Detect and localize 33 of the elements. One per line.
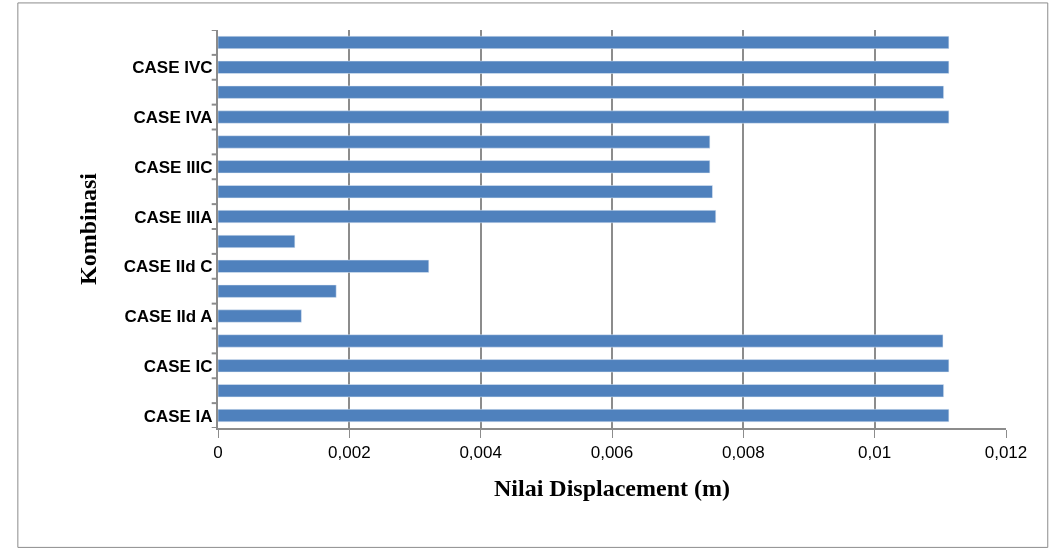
y-tick-label: CASE IVA xyxy=(133,108,213,128)
y-tick-label: CASE IId C xyxy=(123,257,213,277)
bar xyxy=(218,60,950,74)
x-tick-label: 0,008 xyxy=(722,443,765,463)
bar xyxy=(218,409,950,423)
bar xyxy=(218,384,944,398)
bar xyxy=(218,259,430,273)
x-tick-label: 0,012 xyxy=(984,443,1028,463)
y-tick-label: CASE IId A xyxy=(124,307,213,327)
x-tick-label: 0,01 xyxy=(858,443,892,463)
x-tick-label: 0,006 xyxy=(590,443,634,463)
y-tick-label: CASE IVC xyxy=(132,58,213,78)
bar xyxy=(218,135,711,149)
y-tick-label: CASE IA xyxy=(143,406,213,426)
bar xyxy=(218,110,950,124)
bar xyxy=(218,334,944,348)
bar xyxy=(218,185,713,199)
bar xyxy=(218,85,944,99)
bar xyxy=(218,234,296,248)
bar xyxy=(218,35,950,49)
bar xyxy=(218,309,302,323)
bar xyxy=(218,284,337,298)
y-tick-label: CASE IIIC xyxy=(134,157,213,177)
bar xyxy=(218,210,716,224)
bar xyxy=(218,359,950,373)
y-axis-title: Kombinasi xyxy=(75,172,102,286)
y-tick-label: CASE IIIA xyxy=(134,207,213,227)
x-tick-label: 0,002 xyxy=(328,443,371,463)
x-axis-title: Nilai Displacement (m) xyxy=(494,475,730,502)
x-tick-label: 0,004 xyxy=(459,443,502,463)
bar xyxy=(218,160,711,174)
y-tick-label: CASE IC xyxy=(143,356,213,376)
x-tick-label: 0 xyxy=(213,443,223,463)
